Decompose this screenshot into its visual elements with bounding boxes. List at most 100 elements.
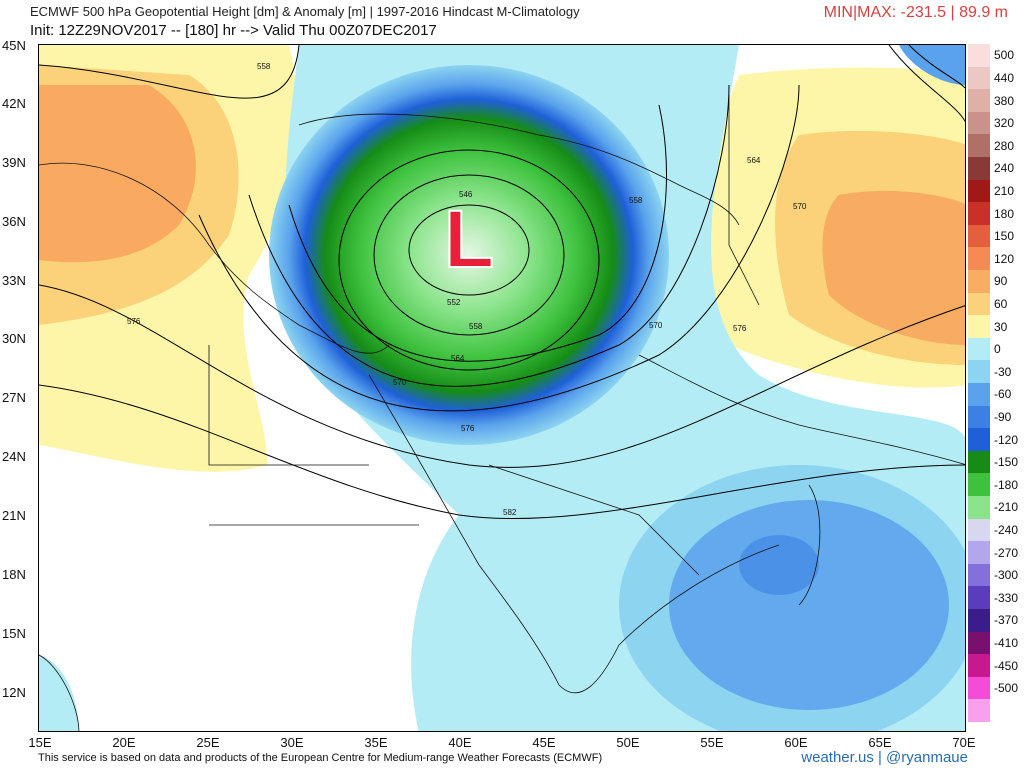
colorbar-label: 500 <box>994 48 1015 63</box>
colorbar-segment <box>968 89 990 113</box>
colorbar-label: 30 <box>994 319 1008 334</box>
lat-label-39n: 39N <box>2 155 26 170</box>
positive-anomaly-west-max <box>39 85 196 263</box>
lat-label-15n: 15N <box>2 626 26 641</box>
lat-label-36n: 36N <box>2 214 26 229</box>
header: ECMWF 500 hPa Geopotential Height [dm] &… <box>0 0 1024 42</box>
lat-label-42n: 42N <box>2 96 26 111</box>
contour-label: 546 <box>459 190 473 199</box>
colorbar-label: 440 <box>994 70 1015 85</box>
colorbar-label: -180 <box>994 477 1019 492</box>
lon-label-25e: 25E <box>196 735 220 750</box>
lat-label-45n: 45N <box>2 38 26 53</box>
colorbar-segment <box>968 450 990 474</box>
lat-label-21n: 21N <box>2 508 26 523</box>
colorbar-label: 180 <box>994 206 1015 221</box>
negative-anomaly-southeast-max <box>739 535 819 595</box>
contour-label: 576 <box>461 424 475 433</box>
colorbar-segment <box>968 111 990 135</box>
lon-label-55e: 55E <box>700 735 724 750</box>
contour-label: 570 <box>649 321 663 330</box>
lon-label-60e: 60E <box>784 735 808 750</box>
min-max-readout: MIN|MAX: -231.5 | 89.9 m <box>823 4 1008 21</box>
contour-label: 564 <box>451 354 465 363</box>
colorbar-label: -150 <box>994 455 1019 470</box>
colorbar-label: -210 <box>994 500 1019 515</box>
lon-label-35e: 35E <box>364 735 388 750</box>
low-pressure-marker: L <box>444 194 494 285</box>
colorbar-segment <box>968 676 990 700</box>
map-panel[interactable]: 558 546 552 558 564 570 576 582 558 564 … <box>38 44 966 732</box>
colorbar-label: 60 <box>994 296 1008 311</box>
negative-anomaly-southeast-core <box>669 500 949 710</box>
colorbar-label: 380 <box>994 93 1015 108</box>
lat-label-24n: 24N <box>2 449 26 464</box>
colorbar-segment <box>968 541 990 565</box>
colorbar-label: -450 <box>994 658 1019 673</box>
lon-label-65e: 65E <box>868 735 892 750</box>
lat-label-30n: 30N <box>2 331 26 346</box>
contour-label: 582 <box>503 508 517 517</box>
colorbar-label: 240 <box>994 161 1015 176</box>
colorbar-segment <box>968 270 990 294</box>
contour-label: 558 <box>629 196 643 205</box>
colorbar-label: -90 <box>994 409 1012 424</box>
colorbar-label: -240 <box>994 522 1019 537</box>
colorbar-label: 280 <box>994 138 1015 153</box>
contour-label: 576 <box>127 317 141 326</box>
colorbar-segment <box>968 292 990 316</box>
colorbar-segment <box>968 496 990 520</box>
colorbar-label: -500 <box>994 681 1019 696</box>
colorbar-label: 210 <box>994 183 1015 198</box>
height-contours <box>39 45 965 520</box>
lat-label-33n: 33N <box>2 273 26 288</box>
colorbar-segment <box>968 654 990 678</box>
colorbar-segment <box>968 699 990 723</box>
lon-label-15e: 15E <box>28 735 52 750</box>
contour-label: 570 <box>393 378 407 387</box>
lat-label-18n: 18N <box>2 567 26 582</box>
cutoff-low-anomaly <box>269 65 669 445</box>
colorbar-label: 320 <box>994 116 1015 131</box>
colorbar-segment <box>968 383 990 407</box>
negative-anomaly-sw-corner <box>39 655 79 731</box>
colorbar-segment <box>968 224 990 248</box>
map-canvas: 558 546 552 558 564 570 576 582 558 564 … <box>39 45 965 731</box>
colorbar-segment <box>968 473 990 497</box>
contour-label: 552 <box>447 298 461 307</box>
colorbar-segment <box>968 44 990 68</box>
colorbar-segment <box>968 202 990 226</box>
coastlines <box>39 95 965 731</box>
colorbar-segment <box>968 360 990 384</box>
colorbar-label: 120 <box>994 251 1015 266</box>
colorbar-label: -300 <box>994 568 1019 583</box>
contour-label: 558 <box>257 62 271 71</box>
colorbar-segment <box>968 428 990 452</box>
colorbar-segment <box>968 518 990 542</box>
colorbar-label: -270 <box>994 545 1019 560</box>
colorbar-segment <box>968 66 990 90</box>
lon-label-70e: 70E <box>952 735 976 750</box>
colorbar-segment <box>968 631 990 655</box>
brand-link[interactable]: weather.us | @ryanmaue <box>801 749 968 766</box>
contour-label: 564 <box>747 156 761 165</box>
lon-label-30e: 30E <box>280 735 304 750</box>
data-credit: This service is based on data and produc… <box>38 752 603 764</box>
lon-label-40e: 40E <box>448 735 472 750</box>
colorbar-segment <box>968 157 990 181</box>
colorbar-segment <box>968 315 990 339</box>
lon-label-20e: 20E <box>112 735 136 750</box>
colorbar-label: 0 <box>994 342 1001 357</box>
lon-label-50e: 50E <box>616 735 640 750</box>
colorbar-label: -120 <box>994 432 1019 447</box>
contour-labels: 558 546 552 558 564 570 576 582 558 564 … <box>127 62 807 517</box>
colorbar-label: -410 <box>994 635 1019 650</box>
colorbar-label: -330 <box>994 590 1019 605</box>
colorbar-segment <box>968 609 990 633</box>
contour-label: 570 <box>793 202 807 211</box>
colorbar-segment <box>968 337 990 361</box>
colorbar-segment <box>968 247 990 271</box>
colorbar-segment <box>968 134 990 158</box>
lat-label-27n: 27N <box>2 390 26 405</box>
colorbar <box>968 44 990 723</box>
